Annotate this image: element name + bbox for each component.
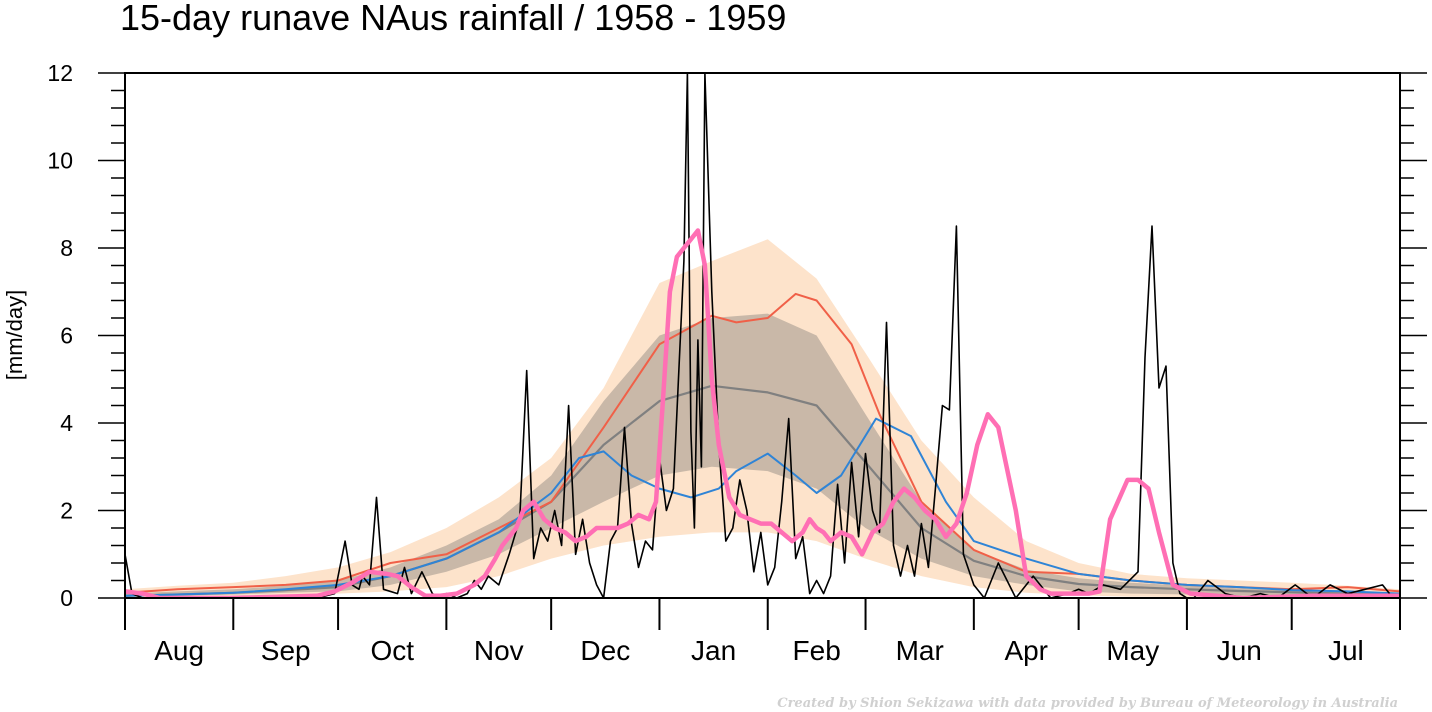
climatology-mean-line bbox=[125, 384, 1400, 597]
month-label: May bbox=[1106, 635, 1159, 666]
axes: 0 2 4 6 8 10 12 Aug Sep Oct Nov Dec Jan Feb Mar Apr May J… bbox=[47, 60, 1427, 666]
month-label: Nov bbox=[474, 635, 524, 666]
month-label: Feb bbox=[793, 635, 841, 666]
month-label: Aug bbox=[154, 635, 204, 666]
y-tick-label: 6 bbox=[60, 323, 73, 349]
chart-title: 15-day runave NAus rainfall / 1958 - 195… bbox=[120, 0, 786, 38]
runave-1958-1959-line bbox=[125, 228, 1400, 598]
month-label: Oct bbox=[370, 635, 414, 666]
month-label: Mar bbox=[896, 635, 944, 666]
y-tick-label: 12 bbox=[47, 60, 73, 86]
y-tick-label: 4 bbox=[60, 410, 73, 436]
y-tick-label: 2 bbox=[60, 498, 73, 524]
month-label: Sep bbox=[261, 635, 311, 666]
blue-series-line bbox=[125, 417, 1400, 597]
y-tick-label: 10 bbox=[47, 148, 73, 174]
month-label: Jul bbox=[1328, 635, 1364, 666]
month-label: Jan bbox=[691, 635, 736, 666]
month-label: Dec bbox=[580, 635, 630, 666]
plot-area bbox=[125, 73, 1400, 598]
y-axis-label: [mm/day] bbox=[2, 290, 27, 380]
credit-text: Created by Shion Sekizawa with data prov… bbox=[777, 696, 1398, 711]
inner-range-band bbox=[125, 313, 1400, 597]
y-tick-label: 8 bbox=[60, 235, 73, 261]
month-label: Apr bbox=[1004, 635, 1048, 666]
y-tick-label: 0 bbox=[60, 585, 73, 611]
month-label: Jun bbox=[1217, 635, 1262, 666]
